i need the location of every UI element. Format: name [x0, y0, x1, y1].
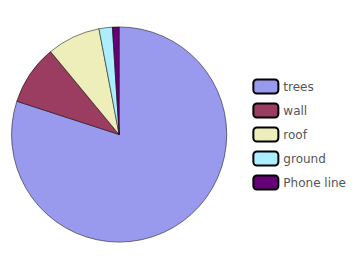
svg-text:roof: roof — [283, 128, 307, 142]
svg-text:wall: wall — [283, 104, 307, 118]
svg-text:trees: trees — [283, 80, 313, 94]
svg-text:ground: ground — [283, 152, 325, 166]
svg-text:Phone line: Phone line — [283, 176, 346, 190]
